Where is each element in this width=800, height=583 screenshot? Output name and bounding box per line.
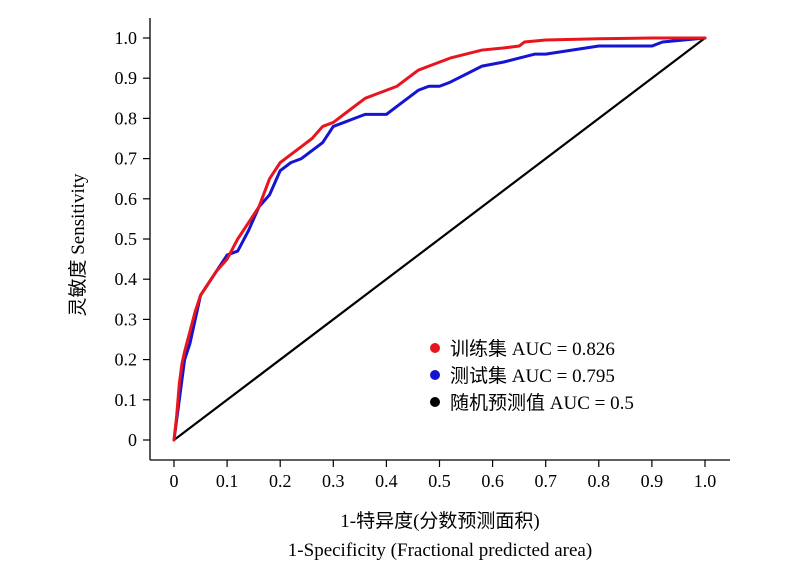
legend-entry: 随机预测值 AUC = 0.5 bbox=[450, 392, 634, 414]
legend-marker bbox=[430, 397, 440, 407]
train-roc-line bbox=[172, 36, 707, 442]
legend-marker bbox=[430, 370, 440, 380]
x-tick-label: 0.1 bbox=[216, 471, 239, 491]
y-tick-label: 0.4 bbox=[115, 269, 138, 289]
y-tick-label: 0.8 bbox=[115, 108, 138, 128]
x-tick-label: 0.6 bbox=[481, 471, 504, 491]
y-tick-label: 0.7 bbox=[115, 149, 138, 169]
y-axis: 0 0.1 0.2 0.3 0.4 0.5 0.6 0.7 0.8 0.9 1.0 bbox=[115, 28, 150, 450]
y-tick-label: 0.6 bbox=[115, 189, 138, 209]
y-tick-label: 0.1 bbox=[115, 390, 138, 410]
y-tick-label: 1.0 bbox=[115, 28, 138, 48]
x-tick-label: 0 bbox=[170, 471, 179, 491]
series-layer bbox=[172, 36, 707, 442]
x-axis-title-english: 1-Specificity (Fractional predicted area… bbox=[288, 540, 592, 561]
x-tick-label: 0.7 bbox=[534, 471, 557, 491]
y-tick-label: 0.5 bbox=[115, 229, 138, 249]
x-tick-label: 0.9 bbox=[641, 471, 664, 491]
legend: 训练集 AUC = 0.826 测试集 AUC = 0.795 随机预测值 AUC … bbox=[430, 338, 634, 414]
x-tick-label: 0.8 bbox=[588, 471, 611, 491]
x-axis: 0 0.1 0.2 0.3 0.4 0.5 0.6 0.7 0.8 0.9 1.0 bbox=[170, 460, 717, 491]
x-tick-label: 0.5 bbox=[428, 471, 451, 491]
y-tick-label: 0.2 bbox=[115, 350, 138, 370]
legend-marker bbox=[430, 343, 440, 353]
x-axis-title: 1-特异度(分数预测面积) bbox=[340, 510, 539, 532]
x-tick-label: 1.0 bbox=[694, 471, 717, 491]
y-tick-label: 0.3 bbox=[115, 309, 138, 329]
legend-entry: 测试集 AUC = 0.795 bbox=[450, 365, 615, 387]
y-axis-title: 灵敏度 Sensitivity bbox=[67, 173, 89, 317]
y-tick-label: 0 bbox=[128, 430, 137, 450]
random-reference-line bbox=[172, 36, 707, 442]
legend-entry: 训练集 AUC = 0.826 bbox=[450, 338, 615, 360]
y-tick-label: 0.9 bbox=[115, 68, 138, 88]
x-tick-label: 0.4 bbox=[375, 471, 398, 491]
x-tick-label: 0.2 bbox=[269, 471, 292, 491]
x-tick-label: 0.3 bbox=[322, 471, 345, 491]
